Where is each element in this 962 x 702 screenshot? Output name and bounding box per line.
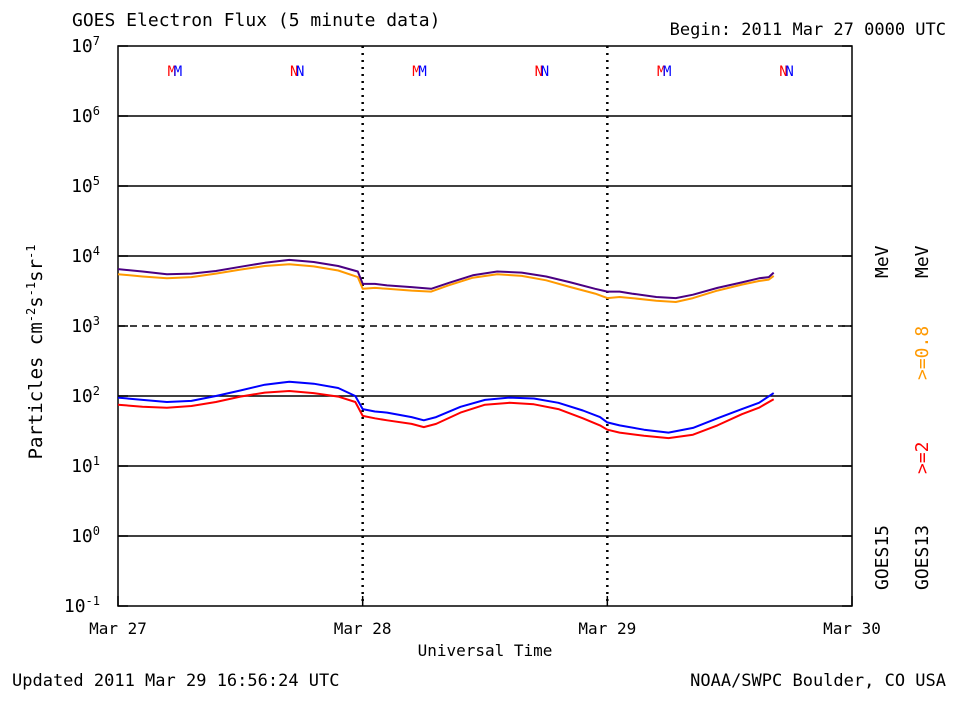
- y-tick-exp: 6: [93, 104, 100, 118]
- series-line: [117, 258, 775, 300]
- updated-time: Updated 2011 Mar 29 16:56:24 UTC: [12, 671, 340, 691]
- y-tick-exp: 3: [93, 314, 100, 328]
- gridlines: [118, 115, 852, 537]
- y-tick-exp: 0: [93, 524, 100, 538]
- y-tick-base: 10: [71, 106, 93, 127]
- y-tick-label: 107: [71, 34, 100, 57]
- y-tick-exp: 7: [93, 34, 100, 48]
- svg-text:GOES15 MeV: GOES15 MeV: [872, 245, 893, 590]
- credit-text: NOAA/SWPC Boulder, CO USA: [690, 671, 946, 691]
- legend-mev-label: MeV: [872, 245, 893, 278]
- svg-text:GOES13 >=2 >=0.8: GOES13 >=2 >=0.8 MeV: [912, 245, 933, 590]
- y-tick-exp: 5: [93, 174, 100, 188]
- y-tick-label: 10-1: [64, 594, 100, 617]
- x-tick-label: Mar 28: [334, 619, 392, 638]
- legend-goes15: GOES15 MeV: [872, 245, 893, 590]
- mn-marker: M: [168, 64, 176, 80]
- y-tick-label: 106: [71, 104, 100, 127]
- mn-marker: N: [541, 64, 549, 80]
- y-tick-base: 10: [71, 386, 93, 407]
- y-tick-base: 10: [71, 456, 93, 477]
- mn-marker: N: [535, 64, 543, 80]
- y-tick-label: 105: [71, 174, 100, 197]
- x-tick-label: Mar 27: [89, 619, 147, 638]
- y-tick-label: 100: [71, 524, 100, 547]
- y-tick-exp: 4: [93, 244, 100, 258]
- series-line: [117, 390, 775, 440]
- begin-time: Begin: 2011 Mar 27 0000 UTC: [669, 20, 946, 40]
- y-tick-base: 10: [71, 316, 93, 337]
- y-axis-label-part: Particles cm: [25, 322, 47, 459]
- y-tick-exp: 2: [93, 384, 100, 398]
- y-tick-base: 10: [71, 246, 93, 267]
- y-axis-label: Particles cm-2s-1sr-1: [24, 245, 47, 460]
- mn-marker: M: [174, 64, 182, 80]
- y-tick-base: 10: [71, 176, 93, 197]
- legend-ge2-label: >=2: [912, 441, 933, 474]
- m-n-markers: MM NN MM NN MM NN: [168, 64, 794, 80]
- y-axis-label-exp: -1: [24, 282, 38, 296]
- x-tick-label: Mar 29: [578, 619, 636, 638]
- y-tick-label: 103: [71, 314, 100, 337]
- mn-marker: M: [663, 64, 671, 80]
- y-axis-label-exp: -2: [24, 308, 38, 322]
- y-axis-label-exp: -1: [24, 245, 38, 259]
- y-tick-base: 10: [71, 526, 93, 547]
- y-axis-label-part: sr: [25, 259, 47, 282]
- mn-marker: N: [785, 64, 793, 80]
- y-tick-label: 101: [71, 454, 100, 477]
- y-tick-exp: 1: [93, 454, 100, 468]
- legend-goes15-label: GOES15: [872, 525, 893, 590]
- legend-goes13: GOES13 >=2 >=0.8 MeV: [912, 245, 933, 590]
- midnight-markers: [361, 46, 609, 606]
- y-tick-base: 10: [71, 36, 93, 57]
- series-line: [117, 263, 775, 303]
- mn-marker: M: [412, 64, 420, 80]
- y-axis-label-part: s: [25, 296, 47, 307]
- chart-title: GOES Electron Flux (5 minute data): [72, 10, 441, 31]
- y-tick-label: 102: [71, 384, 100, 407]
- x-tick-label: Mar 30: [823, 619, 881, 638]
- mn-marker: N: [296, 64, 304, 80]
- y-tick-exp: -1: [86, 594, 100, 608]
- x-axis-label: Universal Time: [418, 641, 553, 660]
- mn-marker: M: [657, 64, 665, 80]
- data-series: [117, 258, 775, 440]
- y-tick-base: 10: [64, 596, 86, 617]
- y-tick-label: 104: [71, 244, 100, 267]
- legend-goes13-label: GOES13: [912, 525, 933, 590]
- mn-marker: N: [290, 64, 298, 80]
- mn-marker: M: [418, 64, 426, 80]
- legend-mev-label: MeV: [912, 245, 933, 278]
- series-line: [117, 380, 775, 434]
- legend-ge08-label: >=0.8: [912, 326, 933, 380]
- mn-marker: N: [779, 64, 787, 80]
- x-axis-ticks: Mar 27 Mar 28 Mar 29 Mar 30: [89, 596, 881, 638]
